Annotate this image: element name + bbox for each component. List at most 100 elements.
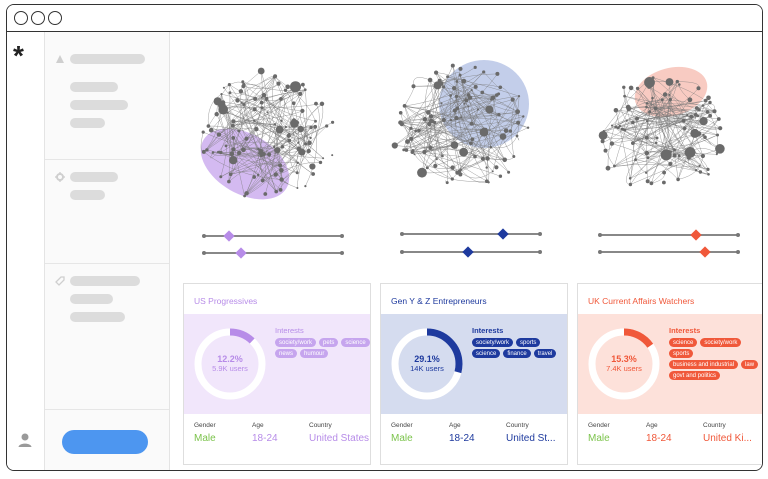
- network-node: [502, 157, 507, 163]
- slider-knob[interactable]: [497, 227, 509, 240]
- network-node: [510, 97, 515, 102]
- segment-slider[interactable]: [202, 229, 344, 242]
- share-percent: 29.1%: [414, 354, 440, 364]
- network-node: [309, 125, 313, 130]
- interest-chip[interactable]: science: [669, 338, 698, 347]
- interest-chip[interactable]: sports: [669, 349, 694, 358]
- sidebar-section-1[interactable]: [45, 32, 169, 160]
- network-node: [241, 84, 246, 89]
- network-node: [700, 153, 705, 159]
- stat-label: Gender: [588, 422, 610, 429]
- stat-value: Male: [588, 433, 610, 444]
- interest-chip[interactable]: sports: [516, 338, 541, 347]
- interest-chip[interactable]: news: [275, 349, 298, 358]
- interest-chip[interactable]: travel: [533, 349, 557, 358]
- slider-knob[interactable]: [235, 246, 247, 259]
- segment-card-uk-current-affairs[interactable]: UK Current Affairs Watchers 15.3% 7.4K u…: [577, 283, 762, 465]
- network-node: [427, 77, 433, 83]
- network-node: [696, 114, 700, 118]
- country-stat: Country United States: [309, 422, 369, 444]
- sidebar-section-3[interactable]: [45, 264, 169, 410]
- network-node: [485, 156, 490, 161]
- network-node: [266, 111, 269, 114]
- network-node: [600, 139, 605, 144]
- segment-slider[interactable]: [598, 228, 740, 241]
- network-node: [244, 191, 249, 196]
- network-node: [457, 169, 462, 173]
- network-graph-uk-current-affairs[interactable]: [591, 66, 731, 206]
- network-node: [214, 112, 219, 117]
- user-count: 5.9K users: [212, 364, 248, 373]
- primary-action-button[interactable]: [62, 430, 148, 454]
- segment-card-gen-yz-entrepreneurs[interactable]: Gen Y & Z Entrepreneurs 29.1% 14K users …: [380, 283, 568, 465]
- network-node: [301, 82, 305, 87]
- network-node: [411, 84, 416, 89]
- interest-chip[interactable]: finance: [503, 349, 531, 358]
- minimize-window-button[interactable]: [31, 11, 45, 25]
- slider-knob[interactable]: [690, 228, 702, 241]
- network-graph-gen-yz-entrepreneurs[interactable]: [386, 54, 536, 204]
- network-node: [313, 124, 318, 129]
- interest-chip[interactable]: society/work: [700, 338, 742, 347]
- segment-slider[interactable]: [400, 227, 542, 240]
- network-node: [662, 92, 668, 97]
- network-node: [482, 70, 486, 74]
- maximize-window-button[interactable]: [48, 11, 62, 25]
- network-node: [231, 119, 236, 124]
- segment-slider[interactable]: [598, 245, 740, 258]
- network-node: [413, 153, 416, 156]
- network-node: [458, 66, 463, 71]
- interest-chip[interactable]: society/work: [275, 338, 317, 347]
- user-icon[interactable]: [17, 432, 33, 448]
- sidebar-section-2[interactable]: [45, 160, 169, 264]
- interests-label: Interests: [275, 326, 304, 335]
- interest-chip[interactable]: science: [341, 338, 370, 347]
- slider-knob[interactable]: [699, 245, 711, 258]
- network-node: [297, 125, 304, 133]
- interest-chip[interactable]: society/work: [472, 338, 514, 347]
- network-node: [626, 107, 631, 112]
- network-node: [677, 154, 681, 158]
- network-node: [645, 171, 648, 174]
- network-node: [455, 106, 460, 111]
- interest-chip[interactable]: govt and politics: [669, 371, 721, 380]
- interest-chip[interactable]: law: [741, 360, 759, 369]
- slider-knob[interactable]: [223, 229, 235, 242]
- network-node: [296, 187, 299, 189]
- network-node: [445, 181, 449, 185]
- network-node: [273, 74, 278, 79]
- network-node: [675, 79, 679, 84]
- network-node: [450, 177, 454, 181]
- network-node: [654, 141, 658, 145]
- network-node: [646, 156, 650, 160]
- segment-slider[interactable]: [202, 246, 344, 259]
- interest-chip[interactable]: business and industrial: [669, 360, 739, 369]
- share-percent: 15.3%: [611, 354, 637, 364]
- network-node: [433, 163, 438, 168]
- segment-card-us-progressives[interactable]: US Progressives 12.2% 5.9K users Interes…: [183, 283, 371, 465]
- network-node: [227, 179, 231, 184]
- interest-chip[interactable]: pets: [319, 338, 339, 347]
- network-node: [631, 120, 635, 125]
- network-node: [676, 177, 680, 182]
- network-node: [425, 166, 429, 170]
- stat-value: United States: [309, 433, 370, 444]
- segment-slider[interactable]: [400, 245, 542, 258]
- network-node: [461, 78, 467, 84]
- network-node: [508, 129, 513, 133]
- network-node: [228, 172, 233, 177]
- network-node: [279, 97, 283, 101]
- close-window-button[interactable]: [14, 11, 28, 25]
- network-node: [280, 119, 283, 122]
- interest-chip[interactable]: humour: [300, 349, 329, 358]
- interest-chip[interactable]: science: [472, 349, 501, 358]
- network-node: [690, 128, 700, 138]
- country-stat: Country United Ki...: [703, 422, 752, 444]
- network-node: [681, 118, 686, 123]
- network-graph-us-progressives[interactable]: [193, 60, 343, 210]
- network-node: [696, 86, 701, 91]
- network-node: [708, 113, 712, 118]
- icon-rail: *: [7, 32, 45, 470]
- slider-knob[interactable]: [462, 245, 474, 258]
- asterisk-logo-icon[interactable]: *: [13, 40, 24, 71]
